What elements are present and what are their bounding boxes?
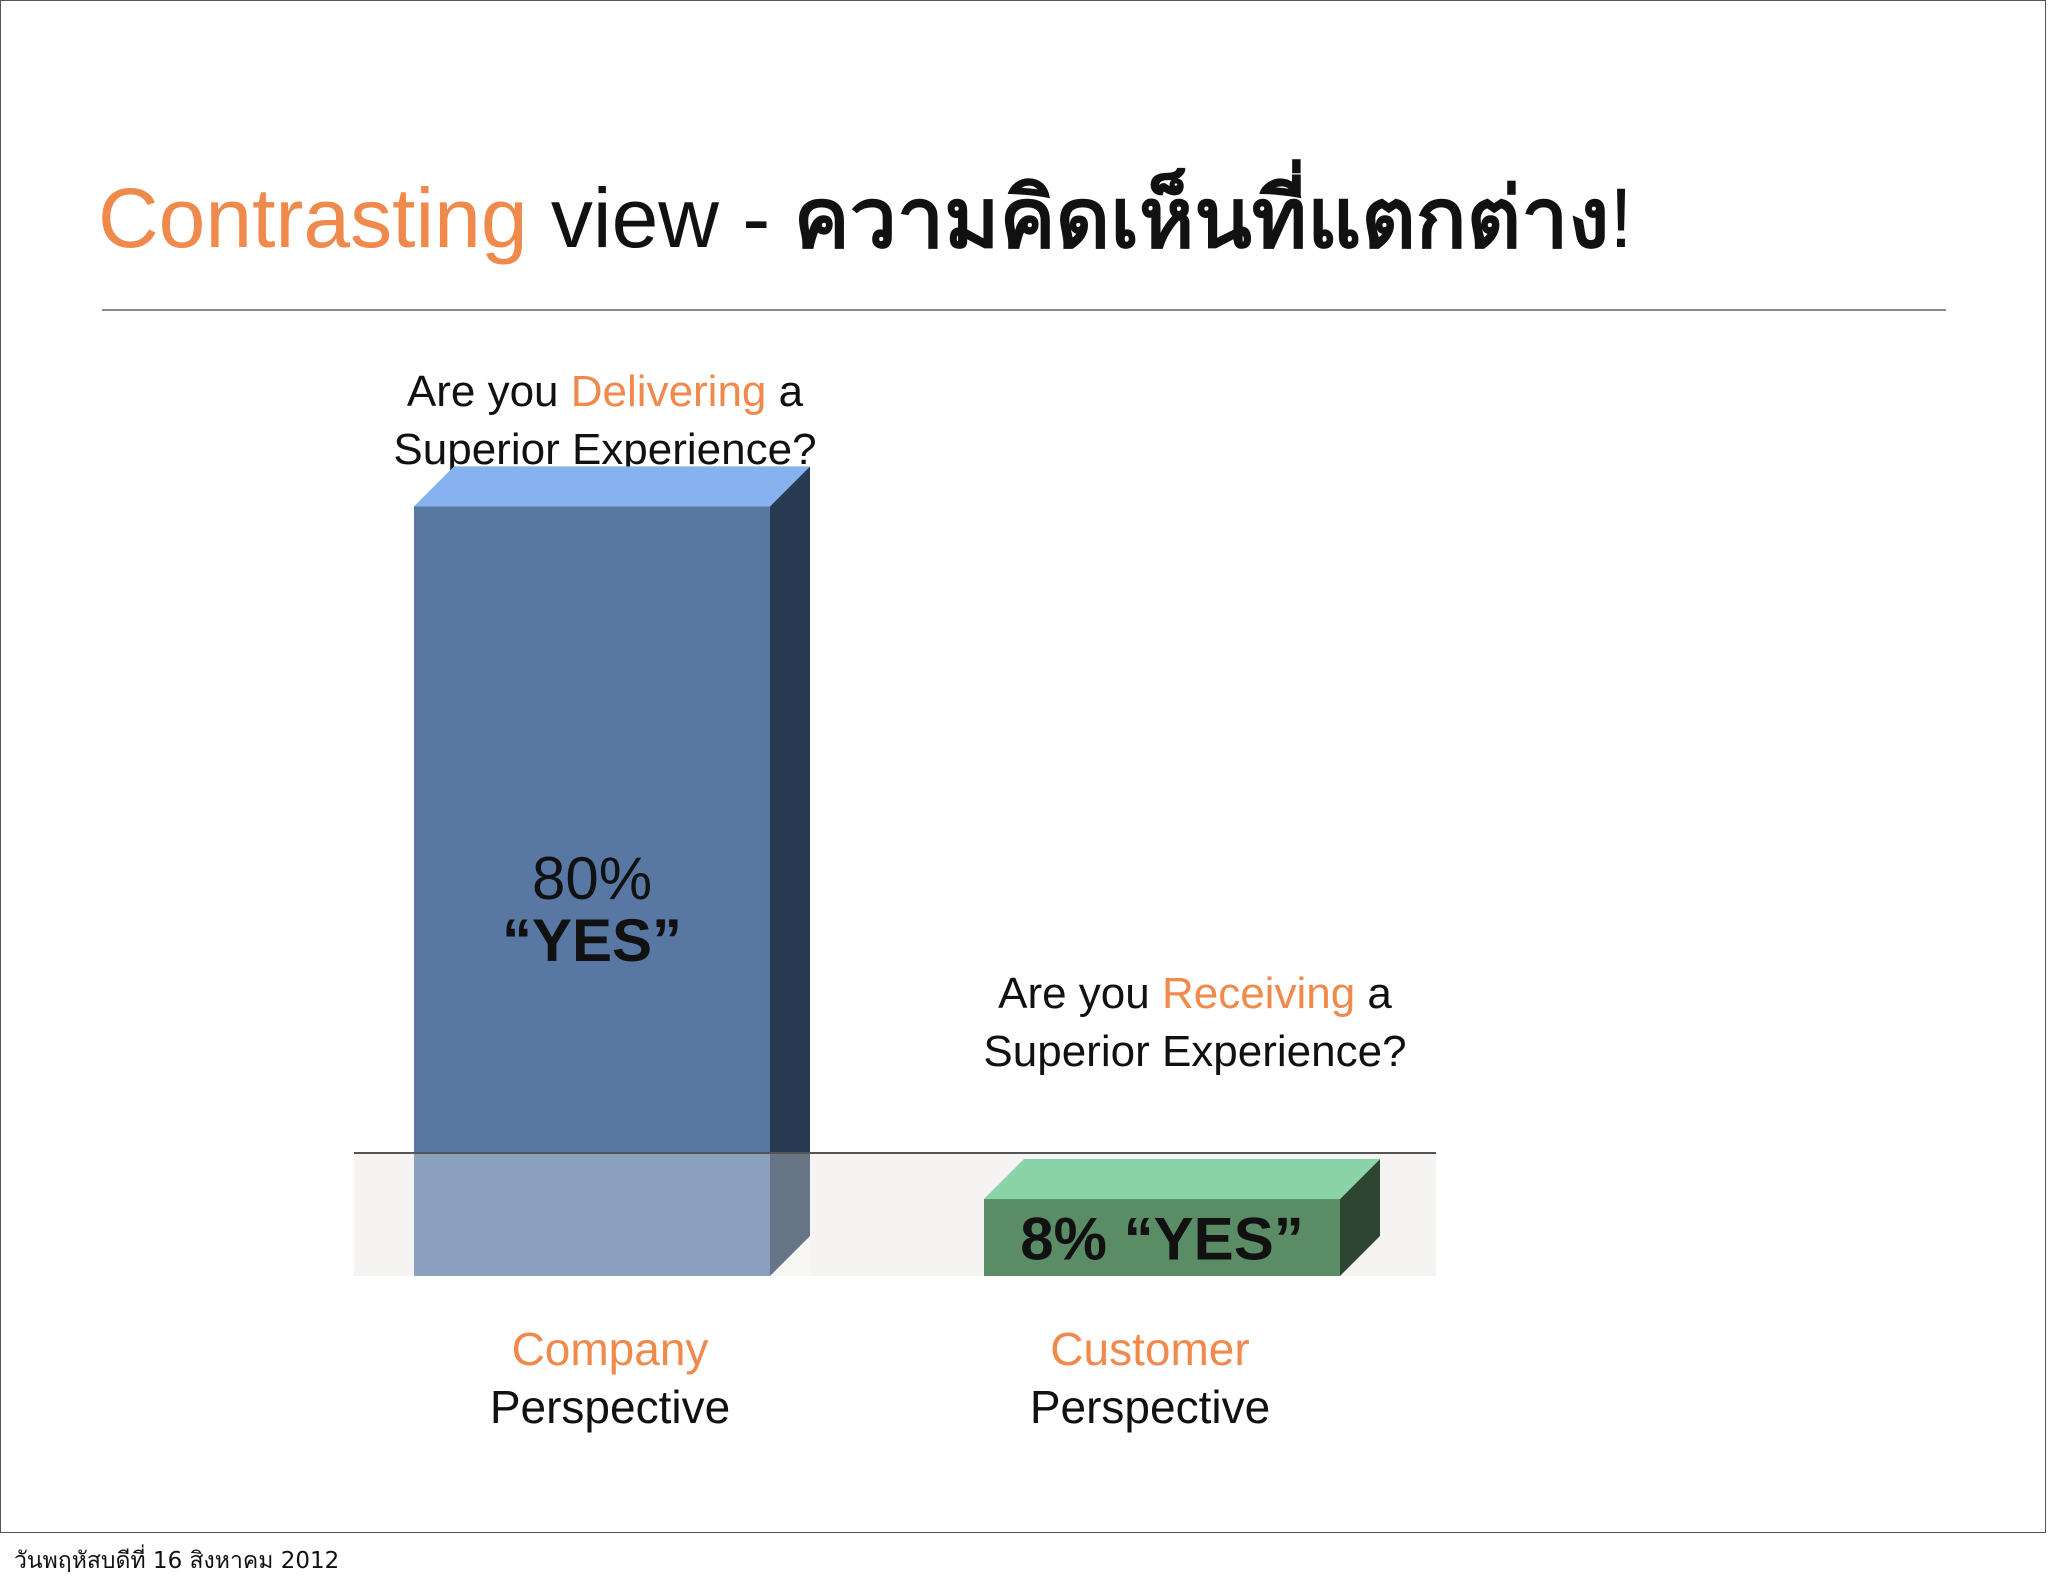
company-question-accent: Delivering bbox=[570, 367, 767, 416]
customer-question-line2: Superior Experience? bbox=[983, 1027, 1407, 1076]
footer-date: วันพฤหัสบดีที่ 16 สิงหาคม 2012 bbox=[14, 1548, 340, 1574]
title-plain: view - bbox=[527, 171, 794, 265]
company-bar-side bbox=[770, 466, 810, 1276]
title-thai: ความคิดเห็นที่แตกต่าง bbox=[793, 169, 1610, 267]
customer-bar-top bbox=[984, 1159, 1380, 1200]
title-end: ! bbox=[1609, 171, 1633, 265]
company-bar-top bbox=[414, 466, 810, 507]
company-question-line2: Superior Experience? bbox=[393, 425, 817, 474]
company-value-label: 80% bbox=[532, 845, 652, 912]
title-accent: Contrasting bbox=[98, 171, 528, 265]
company-bar-floor-overlay bbox=[414, 1153, 810, 1276]
title-divider bbox=[102, 309, 1946, 311]
company-question-post: a bbox=[766, 367, 804, 416]
customer-bar-side bbox=[1340, 1159, 1380, 1276]
customer-perspective-plain: Perspective bbox=[1029, 1381, 1271, 1433]
company-perspective-label: Company Perspective bbox=[410, 1320, 810, 1436]
slide-frame bbox=[0, 0, 2046, 1533]
slide-title: Contrasting view - ความคิดเห็นที่แตกต่าง… bbox=[98, 168, 1633, 268]
customer-perspective-accent: Customer bbox=[1050, 1323, 1250, 1375]
customer-value-label: 8% “YES” bbox=[1020, 1206, 1303, 1273]
company-question-pre: Are you bbox=[406, 367, 571, 416]
customer-question-accent: Receiving bbox=[1161, 969, 1356, 1018]
customer-question-post: a bbox=[1355, 969, 1392, 1018]
company-perspective-accent: Company bbox=[511, 1323, 709, 1375]
company-perspective-plain: Perspective bbox=[489, 1381, 731, 1433]
bar-chart: 80%“YES” 8% “YES” bbox=[354, 466, 1436, 1276]
company-value-yes: “YES” bbox=[502, 907, 682, 974]
company-question: Are you Delivering a Superior Experience… bbox=[330, 363, 880, 479]
customer-perspective-label: Customer Perspective bbox=[950, 1320, 1350, 1436]
customer-question-pre: Are you bbox=[998, 969, 1162, 1018]
company-bar bbox=[414, 506, 770, 1276]
customer-question: Are you Receiving a Superior Experience? bbox=[920, 965, 1470, 1081]
customer-bar bbox=[984, 1199, 1340, 1276]
